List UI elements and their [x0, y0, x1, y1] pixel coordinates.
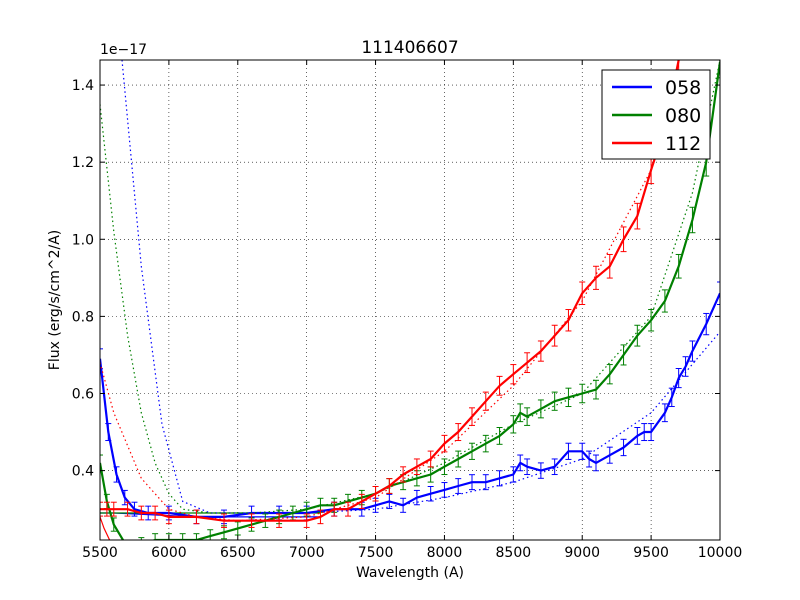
axis-ticks: 5500 6000 6500 7000 7500 8000 8500 9000 9500 1000… [72, 60, 743, 561]
x-tick-label: 7000 [289, 545, 325, 561]
y-tick-label: 1.4 [72, 78, 94, 94]
model-curve-080 [100, 60, 720, 514]
y-tick-label: 0.8 [72, 309, 94, 325]
y-axis-label: Flux (erg/s/cm^2/A) [47, 230, 63, 370]
x-tick-label: 9500 [633, 545, 669, 561]
plot-clip-group [100, 60, 720, 540]
plot-series [100, 60, 720, 540]
x-tick-label: 6000 [151, 545, 187, 561]
x-axis-label: Wavelength (A) [356, 565, 464, 581]
x-tick-label: 10000 [698, 545, 743, 561]
y-tick-label: 0.6 [72, 386, 94, 402]
y-offset-label: 1e−17 [100, 42, 147, 58]
x-tick-label: 8500 [496, 545, 532, 561]
baseline-112 [100, 516, 111, 540]
x-tick-label: 8000 [427, 545, 463, 561]
legend-label-080: 080 [665, 105, 701, 127]
x-tick-label: 5500 [82, 545, 118, 561]
y-tick-label: 1.2 [72, 155, 94, 171]
y-tick-label: 0.4 [72, 464, 94, 480]
chart-title: 111406607 [361, 38, 458, 58]
x-tick-label: 9000 [564, 545, 600, 561]
legend-label-112: 112 [665, 133, 701, 155]
legend: 058 080 112 [601, 69, 711, 160]
legend-label-058: 058 [665, 77, 701, 99]
x-tick-label: 6500 [220, 545, 256, 561]
x-tick-label: 7500 [358, 545, 394, 561]
series-line-080 [100, 61, 720, 540]
y-tick-label: 1.0 [72, 232, 94, 248]
plot-frame [99, 59, 721, 541]
